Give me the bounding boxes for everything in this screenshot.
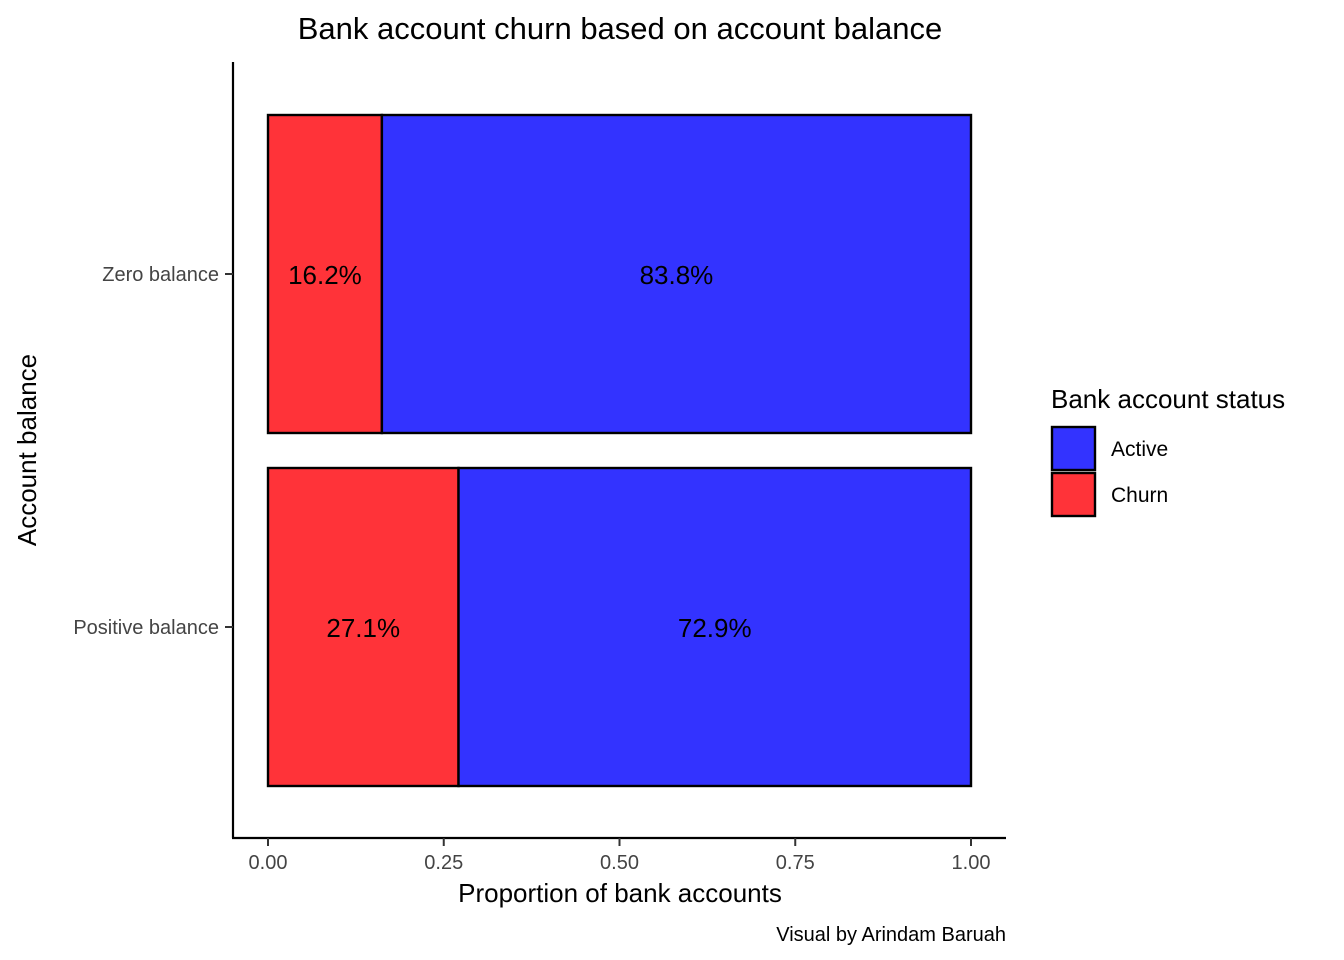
- bar-segment-churn-0: [266, 113, 384, 435]
- legend-key-churn: [1050, 471, 1097, 518]
- bar-segment-active-1: [457, 466, 973, 788]
- legend-label-active: Active: [1111, 438, 1168, 461]
- y-axis-title: Account balance: [12, 354, 42, 546]
- legend-label-churn: Churn: [1111, 484, 1168, 507]
- x-tick-label: 0.00: [249, 852, 288, 874]
- x-tick-label: 0.25: [424, 852, 463, 874]
- chart-caption: Visual by Arindam Baruah: [776, 924, 1006, 946]
- legend-title: Bank account status: [1051, 384, 1285, 414]
- data-label-active-0: 83.8%: [640, 260, 714, 290]
- bar-segment-active-0: [380, 113, 973, 435]
- legend-key-active: [1050, 425, 1097, 472]
- data-label-active-1: 72.9%: [678, 613, 752, 643]
- data-label-churn-0: 16.2%: [288, 260, 362, 290]
- x-axis-ticks: 0.00 0.25 0.50 0.75 1.00: [249, 838, 991, 874]
- y-axis-ticks: Zero balance Positive balance: [73, 264, 233, 639]
- x-tick-label: 0.75: [776, 852, 815, 874]
- x-tick-label: 1.00: [952, 852, 991, 874]
- data-label-churn-1: 27.1%: [326, 613, 400, 643]
- y-tick-label: Positive balance: [73, 617, 219, 639]
- legend: Bank account status Active Churn: [1050, 384, 1285, 518]
- bar-segment-churn-1: [266, 466, 460, 788]
- chart-title: Bank account churn based on account bala…: [298, 11, 943, 46]
- x-axis-title: Proportion of bank accounts: [458, 878, 782, 908]
- plot-area: 16.2% 83.8% 27.1% 72.9%: [266, 113, 973, 788]
- y-tick-label: Zero balance: [102, 264, 219, 286]
- x-tick-label: 0.50: [600, 852, 639, 874]
